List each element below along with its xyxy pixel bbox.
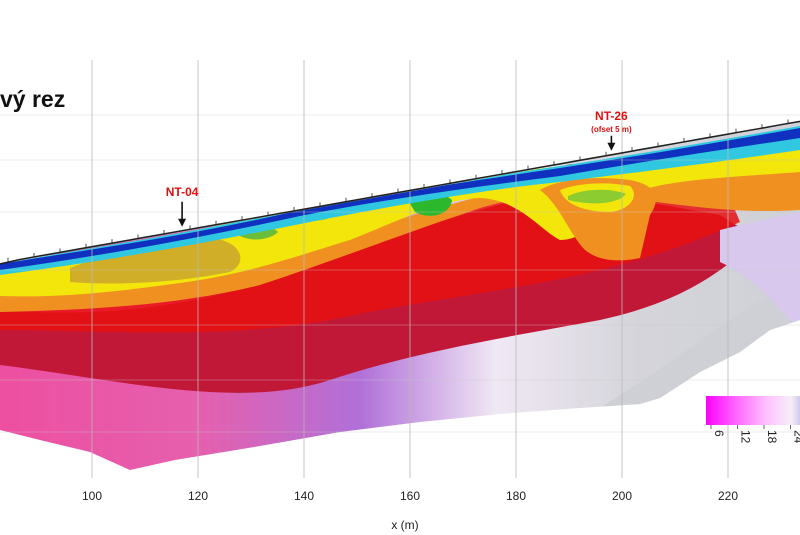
- x-tick-label: 220: [718, 489, 738, 503]
- borehole-label: NT-26: [595, 109, 628, 123]
- x-tick-label: 120: [188, 489, 208, 503]
- borehole-label: NT-04: [166, 185, 199, 199]
- borehole-annotations: NT-04 NT-26 (ofset 5 m): [166, 109, 632, 227]
- x-tick-label: 140: [294, 489, 314, 503]
- blue-surface: [0, 128, 800, 270]
- colorbar-gradient: [706, 396, 800, 425]
- colorbar-tick-label: 12: [739, 430, 753, 444]
- grid-lines: [0, 60, 800, 478]
- x-tick-label: 160: [400, 489, 420, 503]
- colorbar-tick-label: 18: [765, 430, 779, 444]
- chart-title: vý rez: [0, 86, 66, 112]
- electrode-markers: [7, 119, 789, 262]
- green-lens: [568, 189, 626, 204]
- orange-band: [0, 168, 800, 312]
- x-tick-label: 200: [612, 489, 632, 503]
- x-tick-label: 100: [82, 489, 102, 503]
- lavender-zone: [720, 212, 800, 330]
- x-axis-label: x (m): [391, 518, 418, 532]
- colorbar-tick-label: 6: [712, 430, 726, 437]
- borehole-arrow-head: [607, 142, 616, 151]
- borehole-arrow-head: [178, 218, 187, 227]
- section-layers: [0, 122, 800, 471]
- colorbar-tick-label: 24: [792, 430, 800, 444]
- borehole-sublabel: (ofset 5 m): [591, 125, 632, 134]
- colorbar: 612182430: [706, 396, 800, 444]
- topography-line: [0, 120, 800, 265]
- x-tick-label: 180: [506, 489, 526, 503]
- x-axis-ticks: 100 120 140 160 180 200 220: [82, 489, 738, 503]
